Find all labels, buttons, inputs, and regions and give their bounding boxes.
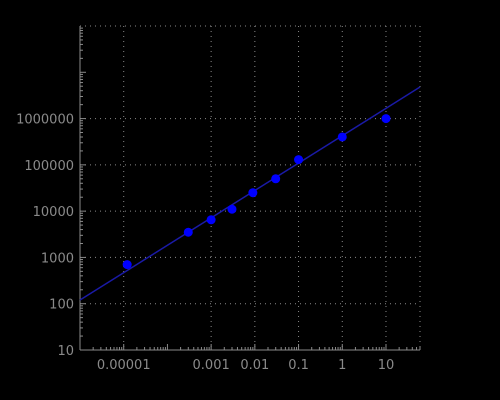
data-point xyxy=(271,174,281,184)
data-point xyxy=(206,215,216,225)
y-tick-label: 1000 xyxy=(41,251,74,266)
x-tick-label: 0.00001 xyxy=(97,358,151,373)
x-tick-label: 0.01 xyxy=(240,358,269,373)
data-point xyxy=(337,132,347,142)
data-point xyxy=(248,188,258,198)
x-tick-label: 0.001 xyxy=(193,358,230,373)
data-point xyxy=(227,204,237,214)
data-points xyxy=(122,114,391,270)
y-tick-label: 10 xyxy=(57,344,74,359)
y-tick-label: 100 xyxy=(49,298,74,313)
grid-lines xyxy=(80,25,421,350)
x-tick-label: 10 xyxy=(378,358,395,373)
x-tick-label: 1 xyxy=(338,358,346,373)
y-tick-label: 10000 xyxy=(33,205,74,220)
data-point xyxy=(294,155,304,165)
y-tick-label: 1000000 xyxy=(16,113,74,128)
data-point xyxy=(122,260,132,270)
tick-labels: 0.00001 0.001 0.01 0.1 1 10 10 100 1000 10000 1000… xyxy=(16,113,394,373)
x-tick-label: 0.1 xyxy=(288,358,309,373)
data-point xyxy=(381,114,391,124)
data-point xyxy=(183,227,193,237)
axes xyxy=(79,26,421,351)
y-tick-label: 100000 xyxy=(24,159,74,174)
